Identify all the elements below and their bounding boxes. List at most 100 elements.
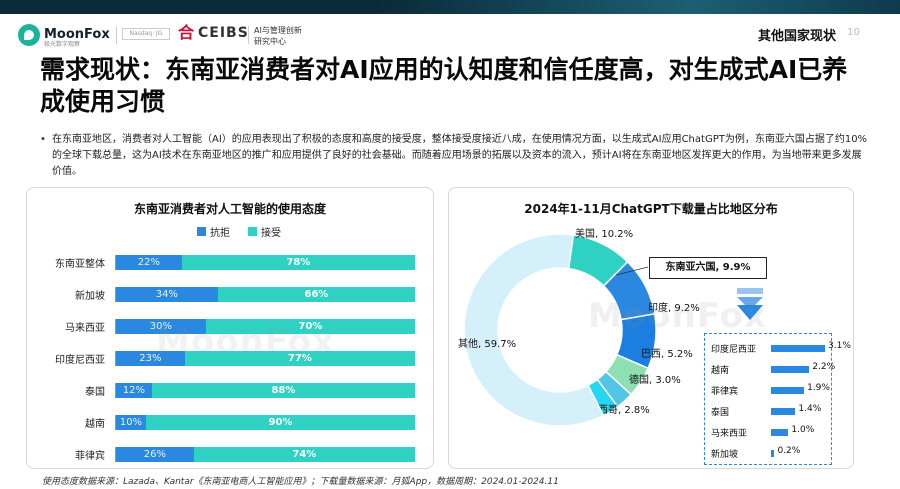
donut-slice-label: 德国, 3.0% [629,373,681,386]
attitude-bar-track: 12% 88% [115,382,415,398]
sea-breakdown-box: 印度尼西亚 3.1% 越南 2.2% 菲律宾 1.9% 泰国 1.4% 马来西亚 1.0% 新加坡 0… [704,333,851,465]
attitude-category-label: 泰国 [85,386,105,398]
sea-share-value: 3.1% [828,341,851,351]
sea-country-label: 印度尼西亚 [711,345,757,355]
sea-country-label: 马来西亚 [711,429,748,439]
ceibs-logo-word: CEIBS [198,25,249,41]
reject-bar-segment: 30% [116,318,206,334]
attitude-bar-row: 泰国 12% 88% [39,374,427,406]
accept-bar-segment: 78% [181,254,415,270]
moonfox-logo-sub: 极光数字观察 [44,41,81,48]
attitude-category-label: 菲律宾 [75,450,105,462]
sea-breakdown-row: 新加坡 0.2% [705,443,833,463]
accept-bar-segment: 74% [193,446,415,462]
sea-breakdown-row: 菲律宾 1.9% [705,380,833,400]
nasdaq-badge: Nasdaq: JG [122,28,170,40]
reject-bar-segment: 10% [116,414,146,430]
moonfox-logo-name: MoonFox [44,27,110,42]
sea-share-bar [771,366,810,373]
attitude-bar-row: 东南亚整体 22% 78% [39,246,427,278]
summary-bullet: 在东南亚地区，消费者对人工智能（AI）的应用表现出了积极的态度和高度的接受度，整… [38,132,868,180]
sea-country-label: 新加坡 [711,450,739,460]
attitude-bar-track: 10% 90% [115,414,415,430]
moonfox-logo-icon [18,24,40,46]
attitude-bar-row: 新加坡 34% 66% [39,278,427,310]
accept-bar-segment: 66% [217,286,415,302]
arrow-down-icon [737,288,763,320]
sea-breakdown-row: 泰国 1.4% [705,401,833,421]
attitude-chart-legend: 抗拒 接受 [197,224,281,239]
sea-share-bar [771,387,805,394]
page-number: 10 [847,27,860,38]
attitude-bar-track: 23% 77% [115,350,415,366]
ceibs-sub-line1: AI与管理创新 [254,26,302,35]
legend-item-accept: 接受 [248,224,281,239]
sea-share-value: 1.4% [798,404,822,414]
attitude-bars: 东南亚整体 22% 78% 新加坡 34% 66% 马来西亚 30% 70% 印度尼西亚 23% 77… [39,246,427,470]
attitude-category-label: 越南 [85,418,105,430]
attitude-bar-track: 26% 74% [115,446,415,462]
sea-breakdown-row: 越南 2.2% [705,359,836,379]
ceibs-divider [248,26,249,44]
attitude-bar-row: 马来西亚 30% 70% [39,310,427,342]
legend-label-reject: 抗拒 [210,228,230,239]
attitude-category-label: 马来西亚 [65,322,105,334]
donut-slice-label: 美国, 10.2% [575,227,633,240]
sea-country-label: 泰国 [711,408,730,418]
sea-breakdown-row: 印度尼西亚 3.1% [705,338,851,358]
ceibs-sub-line2: 研究中心 [254,37,286,46]
attitude-bar-track: 34% 66% [115,286,415,302]
accept-bar-segment: 70% [205,318,415,334]
legend-swatch-accept [248,227,257,236]
sea-breakdown-row: 马来西亚 1.0% [705,422,833,442]
sea-share-value: 1.9% [807,383,830,393]
reject-bar-segment: 26% [116,446,194,462]
sea-callout: 东南亚六国, 9.9% [649,257,767,279]
page-headline: 需求现状：东南亚消费者对AI应用的认知度和信任度高，对生成式AI已养成使用习惯 [40,55,848,116]
sea-country-label: 菲律宾 [711,387,739,397]
top-banner [0,0,900,14]
ceibs-logo: 合 CEIBS [176,24,249,42]
sea-share-value: 2.2% [812,362,836,372]
logo-divider [116,26,117,44]
attitude-bar-row: 菲律宾 26% 74% [39,438,427,470]
legend-item-reject: 抗拒 [197,224,230,239]
attitude-category-label: 东南亚整体 [55,258,105,270]
ceibs-sub-title: AI与管理创新 研究中心 [254,25,302,47]
attitude-bar-row: 印度尼西亚 23% 77% [39,342,427,374]
attitude-chart-title: 东南亚消费者对人工智能的使用态度 [133,202,326,216]
donut-slice [463,233,605,427]
attitude-category-label: 新加坡 [75,290,105,302]
attitude-chart-panel: 东南亚消费者对人工智能的使用态度 抗拒 接受 东南亚整体 22% 78% 新加坡 34%… [26,187,434,469]
attitude-category-label: 印度尼西亚 [55,354,105,366]
moonfox-logo: MoonFox 极光数字观察 [18,22,118,48]
donut-slice-label: 巴西, 5.2% [641,348,693,360]
attitude-bar-row: 越南 10% 90% [39,406,427,438]
attitude-bar-track: 22% 78% [115,254,415,270]
sea-share-bar [771,429,789,436]
sea-share-value: 0.2% [777,446,801,456]
source-footer: 使用态度数据来源：Lazada、Kantar《东南亚电商人工智能应用》；下载量数… [42,477,559,487]
reject-bar-segment: 23% [116,350,185,366]
reject-bar-segment: 12% [116,382,152,398]
download-donut-chart: 美国, 10.2% 印度, 9.2% 巴西, 5.2% 德国, 3.0% 墨西哥, 2.… [458,227,700,427]
donut-slice-label: 其他, 59.7% [458,337,516,350]
sea-country-label: 越南 [711,366,730,376]
download-chart-title: 2024年1-11月ChatGPT下载量占比地区分布 [524,202,778,216]
accept-bar-segment: 90% [145,414,415,430]
top-banner-accent [380,0,900,14]
reject-bar-segment: 22% [116,254,182,270]
accept-bar-segment: 88% [151,382,415,398]
donut-slice-label: 印度, 9.2% [648,301,700,314]
reject-bar-segment: 34% [116,286,218,302]
attitude-bar-track: 30% 70% [115,318,415,334]
ceibs-logo-icon: 合 [177,23,194,42]
section-title: 其他国家现状 [757,29,836,44]
accept-bar-segment: 77% [184,350,415,366]
sea-share-value: 1.0% [791,425,815,435]
callout-leader-line [615,266,649,276]
legend-label-accept: 接受 [261,228,281,239]
legend-swatch-reject [197,227,206,236]
sea-share-bar [771,345,825,352]
donut-slice-label: 墨西哥, 2.8% [588,404,650,416]
